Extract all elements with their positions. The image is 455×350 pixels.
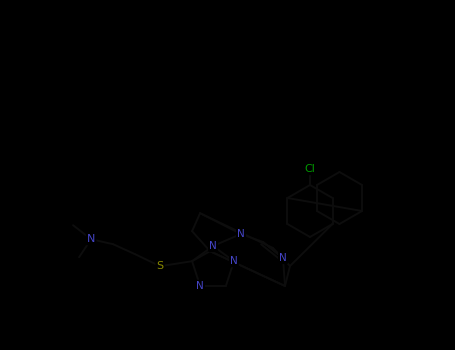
Text: Cl: Cl xyxy=(304,164,315,174)
Text: N: N xyxy=(87,234,95,244)
Text: N: N xyxy=(237,229,245,239)
Text: N: N xyxy=(209,241,217,251)
Text: N: N xyxy=(196,281,204,291)
Text: S: S xyxy=(157,261,164,271)
Text: N: N xyxy=(279,253,287,263)
Text: N: N xyxy=(230,256,238,266)
